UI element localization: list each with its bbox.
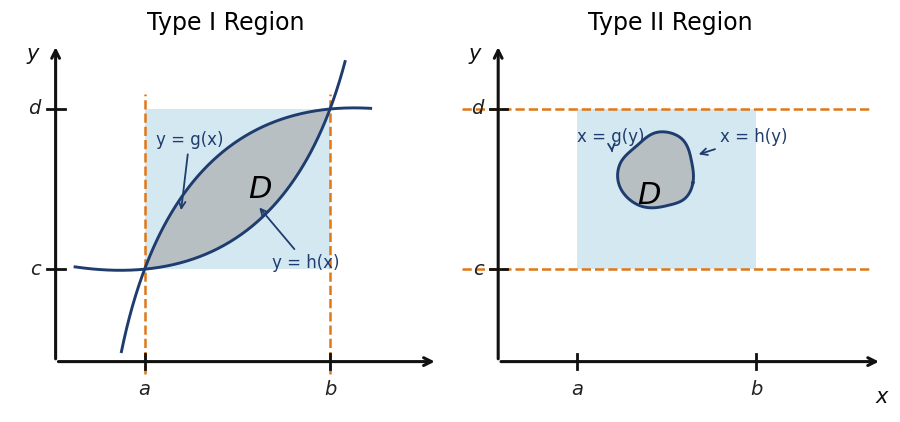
Text: x: x — [876, 387, 888, 408]
Text: a: a — [572, 380, 583, 399]
Text: d: d — [472, 100, 484, 119]
Text: y = g(x): y = g(x) — [156, 131, 223, 208]
Text: y = h(x): y = h(x) — [261, 209, 340, 272]
Text: D: D — [248, 175, 271, 203]
Text: b: b — [750, 380, 762, 399]
Bar — [145, 109, 330, 269]
Title: Type I Region: Type I Region — [148, 11, 305, 35]
Text: x = h(y): x = h(y) — [700, 128, 788, 155]
Text: c: c — [30, 260, 40, 279]
Text: c: c — [473, 260, 484, 279]
Polygon shape — [145, 109, 330, 269]
Polygon shape — [617, 132, 694, 208]
Text: y: y — [469, 44, 481, 64]
Bar — [577, 109, 756, 269]
Text: x = g(y): x = g(y) — [577, 128, 644, 151]
Text: d: d — [29, 100, 40, 119]
Text: b: b — [324, 380, 337, 399]
Title: Type II Region: Type II Region — [588, 11, 752, 35]
Text: y: y — [26, 44, 39, 64]
Text: D: D — [637, 181, 662, 210]
Text: a: a — [139, 380, 150, 399]
